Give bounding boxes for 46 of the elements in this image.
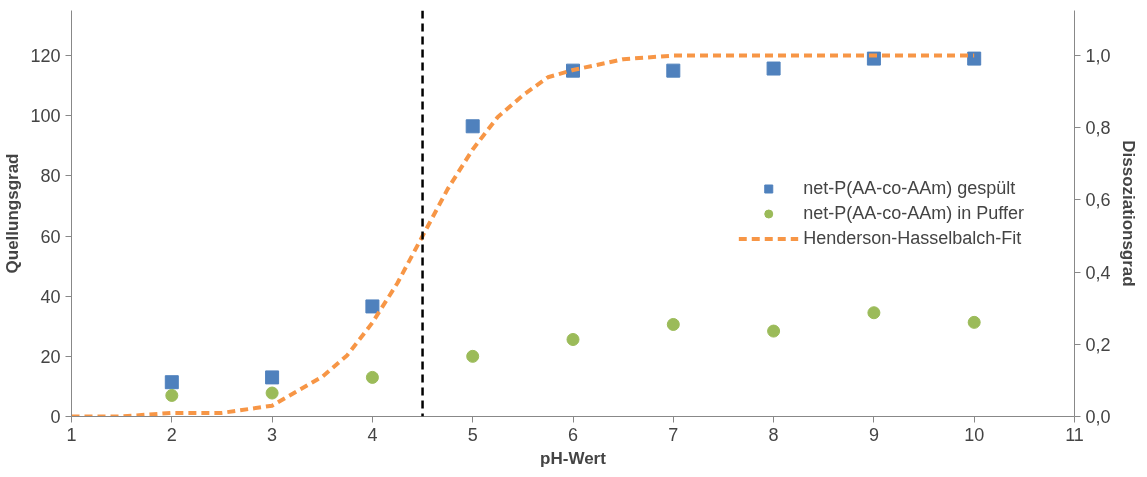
legend-label: net-P(AA-co-AAm) in Puffer xyxy=(803,202,1024,224)
y-axis-title: Quellungsgrad xyxy=(3,153,23,274)
y2-tick-label: 0,2 xyxy=(1085,334,1111,355)
point xyxy=(265,370,280,385)
point xyxy=(465,119,480,134)
point xyxy=(365,370,379,384)
x-tick-label: 5 xyxy=(467,424,478,445)
y2-tick-label: 0,6 xyxy=(1085,190,1111,211)
y-tick-label: 100 xyxy=(30,106,61,127)
point xyxy=(766,61,781,76)
point xyxy=(365,299,380,314)
y-tick-label: 20 xyxy=(40,346,61,367)
y-tick-label: 80 xyxy=(40,166,61,187)
x-tick-label: 4 xyxy=(367,424,378,445)
point xyxy=(867,306,881,320)
legend-label: Henderson-Hasselbalch-Fit xyxy=(803,227,1022,249)
y-tick-label: 120 xyxy=(30,46,61,67)
point xyxy=(165,388,179,402)
y-tick-label: 40 xyxy=(40,286,61,307)
x-tick-label: 10 xyxy=(964,424,985,445)
y-tick-label: 0 xyxy=(50,407,61,427)
point xyxy=(767,324,781,338)
y2-tick-label: 1,0 xyxy=(1085,46,1111,67)
legend-label: net-P(AA-co-AAm) gespült xyxy=(803,177,1016,199)
x-tick-label: 7 xyxy=(668,424,679,445)
point xyxy=(967,51,982,66)
y2-axis-title: Dissoziationsgrad xyxy=(1118,140,1138,287)
x-tick-label: 9 xyxy=(868,424,879,445)
x-tick-label: 8 xyxy=(768,424,779,445)
y2-tick-label: 0,4 xyxy=(1085,262,1111,283)
x-axis-title: pH-Wert xyxy=(540,448,607,468)
y2-tick-label: 0,8 xyxy=(1085,118,1111,139)
y2-tick-label: 0,0 xyxy=(1085,407,1111,427)
point xyxy=(164,375,179,390)
point xyxy=(967,315,981,329)
x-tick-label: 6 xyxy=(567,424,579,445)
point xyxy=(666,63,681,78)
x-tick-label: 2 xyxy=(166,424,177,445)
point xyxy=(466,349,480,363)
y-tick-label: 60 xyxy=(40,226,61,247)
point xyxy=(566,333,580,346)
point xyxy=(265,386,279,400)
x-tick-label: 1 xyxy=(66,424,77,445)
x-tick-label: 11 xyxy=(1065,424,1084,445)
x-tick-label: 3 xyxy=(267,424,278,445)
point xyxy=(666,317,680,331)
